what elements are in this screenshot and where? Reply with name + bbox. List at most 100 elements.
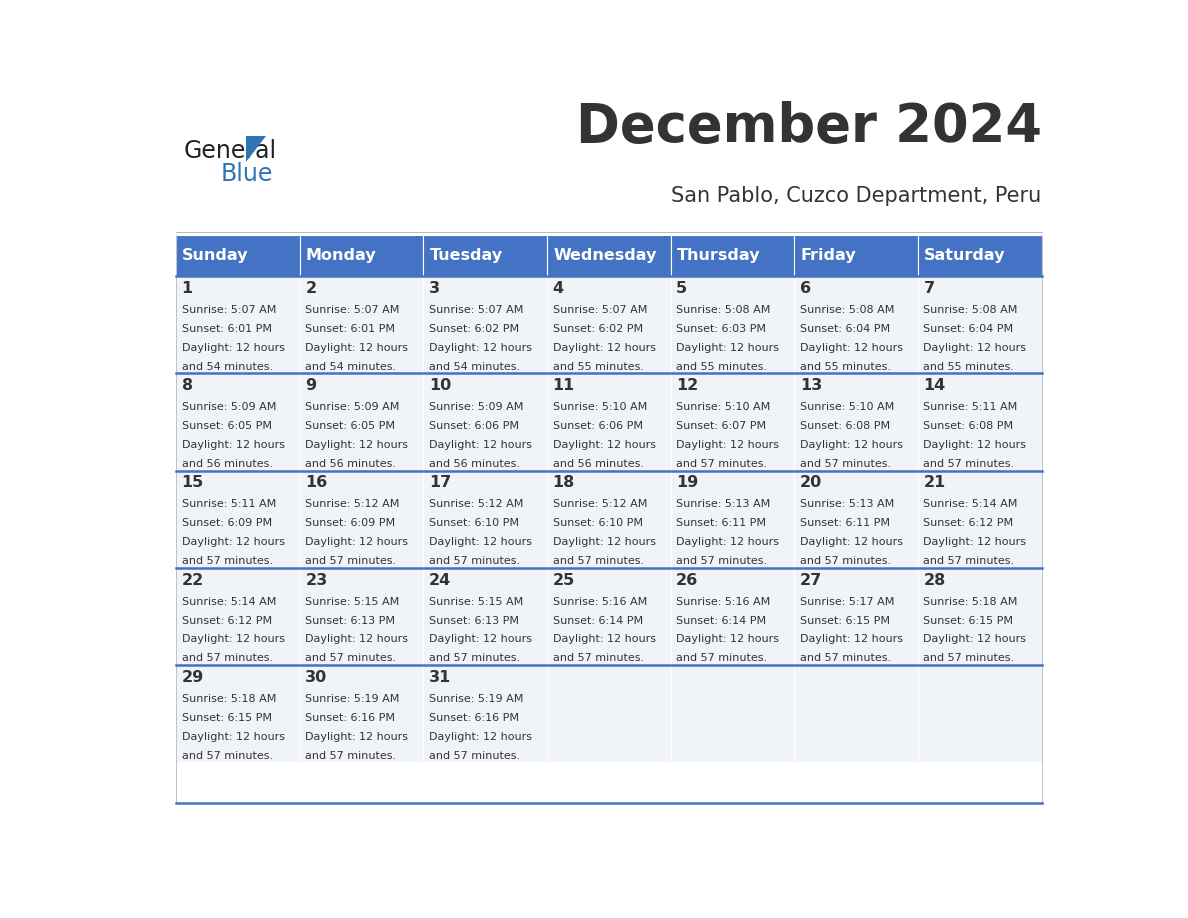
FancyBboxPatch shape bbox=[918, 276, 1042, 374]
Text: 28: 28 bbox=[923, 573, 946, 588]
FancyBboxPatch shape bbox=[423, 374, 546, 471]
Text: Sunset: 6:03 PM: Sunset: 6:03 PM bbox=[676, 324, 766, 334]
Text: and 57 minutes.: and 57 minutes. bbox=[552, 556, 644, 566]
Text: Daylight: 12 hours: Daylight: 12 hours bbox=[923, 343, 1026, 353]
Text: Sunrise: 5:13 AM: Sunrise: 5:13 AM bbox=[676, 499, 771, 509]
FancyBboxPatch shape bbox=[671, 567, 795, 665]
Text: Daylight: 12 hours: Daylight: 12 hours bbox=[305, 537, 409, 547]
Text: 29: 29 bbox=[182, 670, 204, 685]
Text: Sunrise: 5:09 AM: Sunrise: 5:09 AM bbox=[429, 402, 523, 412]
FancyBboxPatch shape bbox=[918, 235, 1042, 276]
Text: and 57 minutes.: and 57 minutes. bbox=[923, 654, 1015, 664]
Text: Sunrise: 5:19 AM: Sunrise: 5:19 AM bbox=[305, 694, 399, 704]
Text: and 54 minutes.: and 54 minutes. bbox=[305, 362, 397, 372]
Text: Sunset: 6:05 PM: Sunset: 6:05 PM bbox=[182, 421, 272, 431]
Text: Sunrise: 5:17 AM: Sunrise: 5:17 AM bbox=[800, 597, 895, 607]
Text: and 54 minutes.: and 54 minutes. bbox=[429, 362, 520, 372]
Text: Friday: Friday bbox=[801, 248, 857, 263]
Text: and 55 minutes.: and 55 minutes. bbox=[800, 362, 891, 372]
Text: 24: 24 bbox=[429, 573, 451, 588]
FancyBboxPatch shape bbox=[423, 471, 546, 567]
FancyBboxPatch shape bbox=[795, 665, 918, 762]
Text: 14: 14 bbox=[923, 378, 946, 393]
Text: Daylight: 12 hours: Daylight: 12 hours bbox=[429, 441, 532, 450]
Text: Sunrise: 5:10 AM: Sunrise: 5:10 AM bbox=[676, 402, 771, 412]
Text: 4: 4 bbox=[552, 281, 563, 297]
FancyBboxPatch shape bbox=[423, 665, 546, 762]
Text: Sunrise: 5:15 AM: Sunrise: 5:15 AM bbox=[429, 597, 523, 607]
Text: and 57 minutes.: and 57 minutes. bbox=[676, 459, 767, 469]
FancyBboxPatch shape bbox=[918, 471, 1042, 567]
Text: and 57 minutes.: and 57 minutes. bbox=[429, 751, 520, 760]
Text: 7: 7 bbox=[923, 281, 935, 297]
FancyBboxPatch shape bbox=[546, 374, 671, 471]
Text: Sunrise: 5:09 AM: Sunrise: 5:09 AM bbox=[182, 402, 276, 412]
Text: and 57 minutes.: and 57 minutes. bbox=[182, 556, 273, 566]
FancyBboxPatch shape bbox=[546, 235, 671, 276]
Text: Daylight: 12 hours: Daylight: 12 hours bbox=[429, 634, 532, 644]
Text: Sunrise: 5:11 AM: Sunrise: 5:11 AM bbox=[923, 402, 1018, 412]
Text: 27: 27 bbox=[800, 573, 822, 588]
FancyBboxPatch shape bbox=[546, 471, 671, 567]
Text: and 57 minutes.: and 57 minutes. bbox=[182, 751, 273, 760]
FancyBboxPatch shape bbox=[795, 567, 918, 665]
FancyBboxPatch shape bbox=[795, 276, 918, 374]
Text: 13: 13 bbox=[800, 378, 822, 393]
Text: and 57 minutes.: and 57 minutes. bbox=[305, 654, 397, 664]
Text: Sunset: 6:13 PM: Sunset: 6:13 PM bbox=[429, 616, 519, 625]
FancyBboxPatch shape bbox=[299, 374, 423, 471]
Text: Sunrise: 5:10 AM: Sunrise: 5:10 AM bbox=[800, 402, 895, 412]
Text: Daylight: 12 hours: Daylight: 12 hours bbox=[923, 441, 1026, 450]
Text: Daylight: 12 hours: Daylight: 12 hours bbox=[800, 343, 903, 353]
Text: Sunset: 6:04 PM: Sunset: 6:04 PM bbox=[800, 324, 890, 334]
FancyBboxPatch shape bbox=[918, 567, 1042, 665]
Text: Sunset: 6:02 PM: Sunset: 6:02 PM bbox=[429, 324, 519, 334]
Text: and 57 minutes.: and 57 minutes. bbox=[429, 654, 520, 664]
Text: Daylight: 12 hours: Daylight: 12 hours bbox=[552, 537, 656, 547]
FancyBboxPatch shape bbox=[299, 567, 423, 665]
Text: 10: 10 bbox=[429, 378, 451, 393]
Text: Sunrise: 5:09 AM: Sunrise: 5:09 AM bbox=[305, 402, 399, 412]
Text: Daylight: 12 hours: Daylight: 12 hours bbox=[429, 537, 532, 547]
FancyBboxPatch shape bbox=[176, 235, 299, 276]
Text: Sunset: 6:12 PM: Sunset: 6:12 PM bbox=[923, 519, 1013, 529]
Text: Daylight: 12 hours: Daylight: 12 hours bbox=[676, 634, 779, 644]
Text: Daylight: 12 hours: Daylight: 12 hours bbox=[800, 441, 903, 450]
Text: and 56 minutes.: and 56 minutes. bbox=[182, 459, 272, 469]
Text: Sunset: 6:02 PM: Sunset: 6:02 PM bbox=[552, 324, 643, 334]
Text: and 57 minutes.: and 57 minutes. bbox=[305, 751, 397, 760]
Text: Sunset: 6:01 PM: Sunset: 6:01 PM bbox=[305, 324, 396, 334]
Text: Sunrise: 5:16 AM: Sunrise: 5:16 AM bbox=[552, 597, 646, 607]
Text: Monday: Monday bbox=[307, 248, 377, 263]
Text: Sunset: 6:15 PM: Sunset: 6:15 PM bbox=[182, 712, 272, 722]
Text: Daylight: 12 hours: Daylight: 12 hours bbox=[182, 537, 285, 547]
Text: Sunset: 6:12 PM: Sunset: 6:12 PM bbox=[182, 616, 272, 625]
Text: 18: 18 bbox=[552, 476, 575, 490]
Text: Sunrise: 5:11 AM: Sunrise: 5:11 AM bbox=[182, 499, 276, 509]
Text: Sunrise: 5:13 AM: Sunrise: 5:13 AM bbox=[800, 499, 895, 509]
Text: Daylight: 12 hours: Daylight: 12 hours bbox=[552, 634, 656, 644]
Text: Daylight: 12 hours: Daylight: 12 hours bbox=[182, 634, 285, 644]
Text: Sunrise: 5:16 AM: Sunrise: 5:16 AM bbox=[676, 597, 771, 607]
Text: Sunrise: 5:07 AM: Sunrise: 5:07 AM bbox=[182, 306, 276, 315]
Text: Tuesday: Tuesday bbox=[430, 248, 503, 263]
Text: Daylight: 12 hours: Daylight: 12 hours bbox=[676, 343, 779, 353]
FancyBboxPatch shape bbox=[918, 374, 1042, 471]
Text: Sunset: 6:09 PM: Sunset: 6:09 PM bbox=[305, 519, 396, 529]
Text: Daylight: 12 hours: Daylight: 12 hours bbox=[923, 537, 1026, 547]
Text: and 57 minutes.: and 57 minutes. bbox=[800, 654, 891, 664]
Text: and 54 minutes.: and 54 minutes. bbox=[182, 362, 273, 372]
FancyBboxPatch shape bbox=[176, 665, 299, 762]
Text: 31: 31 bbox=[429, 670, 451, 685]
Text: Sunset: 6:10 PM: Sunset: 6:10 PM bbox=[429, 519, 519, 529]
Text: Daylight: 12 hours: Daylight: 12 hours bbox=[305, 732, 409, 742]
Text: and 56 minutes.: and 56 minutes. bbox=[429, 459, 520, 469]
Text: Sunrise: 5:12 AM: Sunrise: 5:12 AM bbox=[305, 499, 399, 509]
Text: Sunset: 6:16 PM: Sunset: 6:16 PM bbox=[305, 712, 396, 722]
Text: Sunrise: 5:08 AM: Sunrise: 5:08 AM bbox=[800, 306, 895, 315]
Text: Daylight: 12 hours: Daylight: 12 hours bbox=[552, 441, 656, 450]
Text: Daylight: 12 hours: Daylight: 12 hours bbox=[676, 537, 779, 547]
FancyBboxPatch shape bbox=[299, 276, 423, 374]
Text: 17: 17 bbox=[429, 476, 451, 490]
Text: 23: 23 bbox=[305, 573, 328, 588]
